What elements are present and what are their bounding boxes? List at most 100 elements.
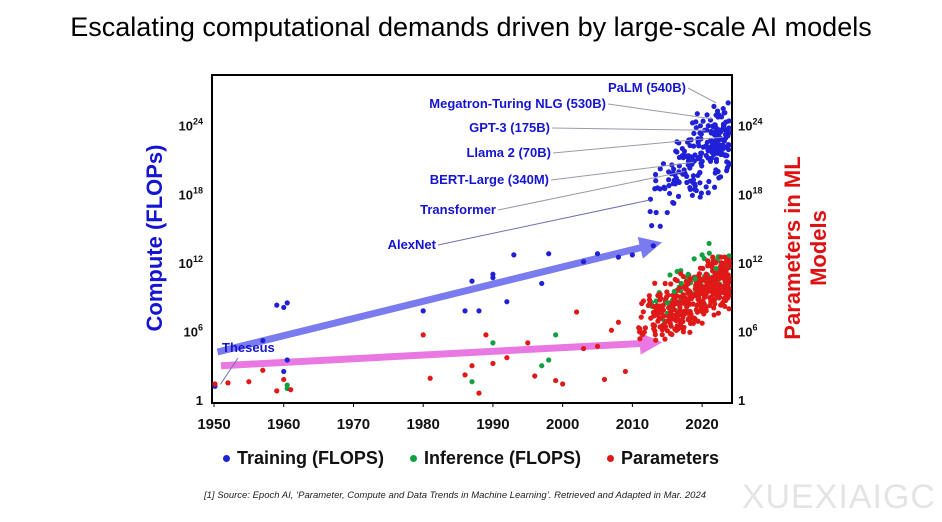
cluster-point [680,292,686,298]
cluster-point [706,178,712,185]
data-point-training-flops [462,308,468,314]
data-point-training-flops [281,368,287,375]
annotation-bert-large-leader [550,161,694,181]
cluster-point [704,281,710,287]
x-tick-label: 1950 [197,416,230,433]
cluster-point [726,259,732,265]
x-tick-label: 1960 [267,416,300,433]
cluster-point [687,184,693,191]
cluster-point [662,280,668,287]
legend-item-parameters: Parameters [606,448,719,469]
cluster-point [710,254,716,260]
cluster-point [691,256,697,262]
cluster-point [664,328,671,334]
cluster-point [678,308,684,314]
cluster-point [702,288,708,294]
y-tick-label-right: 106 [738,322,757,339]
data-point-parameters [525,340,531,346]
cluster-point [680,296,687,302]
cluster-point [657,186,663,192]
data-point-parameters [504,355,510,361]
cluster-point [699,320,705,326]
cluster-point [710,290,716,297]
cluster-point [660,161,667,167]
y-tick-label-right: 1024 [738,117,762,134]
cluster-point [726,292,732,298]
cluster-point [724,152,730,159]
cluster-point [724,159,730,165]
annotation-megatron-turing-nlg-leader [607,103,713,120]
legend-marker-inference [409,454,417,462]
cluster-point [703,152,709,159]
x-tick-label: 2020 [685,416,718,433]
cluster-point [690,301,696,307]
data-point-inference-flops [692,276,698,282]
cluster-point [706,287,712,293]
annotation-palm-leader [687,87,717,104]
cluster-point [718,267,724,273]
cluster-point [709,281,716,287]
cluster-point [713,156,720,162]
legend: Training (FLOPS) Inference (FLOPS) Param… [0,446,942,470]
cluster-point [703,143,709,149]
cluster-point [713,144,720,151]
cluster-point [714,140,720,146]
cluster-point [703,127,710,133]
legend-marker-training [222,454,230,462]
cluster-point [694,111,700,117]
compute-trend-arrow [216,236,662,356]
cluster-point [694,289,700,296]
data-point-parameters [476,390,482,396]
cluster-point [715,168,721,175]
cluster-point [693,125,699,131]
y-tick-label-left: 1 [196,393,203,408]
annotation-llama-2-leader [552,136,724,154]
annotation-gpt-3: GPT-3 (175B) [469,120,550,135]
cluster-point [692,152,698,158]
y-tick-label-left: 1024 [179,117,203,134]
data-point-parameters [212,381,218,387]
cluster-point [678,271,684,277]
data-point-inference-flops [284,382,290,388]
x-tick-label: 2000 [546,416,579,433]
data-point-parameters [608,327,615,333]
cluster-point [670,181,676,187]
cluster-point [700,298,706,304]
cluster-point [697,130,703,136]
cluster-point [683,278,689,285]
cluster-point [697,180,703,186]
cluster-point [725,283,731,289]
x-tick-label: 1990 [476,416,509,433]
cluster-point [658,315,664,321]
annotation-alexnet-leader [437,199,650,246]
cluster-point [687,178,693,184]
y-tick-label-left: 1018 [179,185,203,202]
annotation-theseus: Theseus [222,340,275,355]
data-point-training-flops [504,299,510,305]
cluster-point [677,321,684,327]
cluster-point [693,307,699,313]
cluster-point [713,125,720,131]
cluster-point [698,190,704,196]
cluster-point [646,293,652,299]
data-point-training-flops [490,271,496,277]
cluster-point [716,112,722,118]
y-tick-label-left: 106 [184,322,203,339]
data-point-training-flops [594,251,601,257]
cluster-point [711,103,717,109]
cluster-point [657,166,663,172]
legend-marker-parameters [606,454,614,462]
cluster-point [699,150,705,156]
cluster-point [659,327,665,333]
cluster-point [718,254,724,260]
data-point-inference-flops [490,340,496,346]
cluster-point [689,294,695,301]
cluster-point [711,276,717,282]
data-point-training-flops [284,300,290,306]
cluster-point [705,123,711,129]
cluster-point [691,315,697,321]
cluster-point [647,196,654,202]
cluster-point [685,290,691,296]
cluster-point [710,258,716,264]
cluster-point [638,314,644,320]
